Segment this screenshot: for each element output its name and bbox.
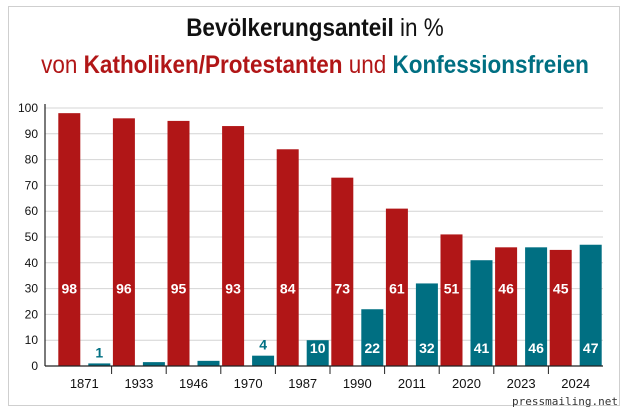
data-label: 93	[225, 281, 241, 297]
bar-katholiken-protestanten	[331, 177, 354, 366]
bar-katholiken-protestanten	[549, 249, 572, 366]
subtitle-von: von	[41, 51, 84, 79]
bar-katholiken-protestanten	[167, 120, 190, 367]
data-label: 46	[528, 340, 544, 356]
watermark: pressmailing.net	[512, 395, 618, 408]
bar-konfessionsfreien	[470, 260, 493, 366]
y-tick-label: 20	[25, 307, 39, 321]
data-label: 1	[95, 344, 103, 360]
bar-konfessionsfreien	[252, 355, 275, 366]
y-tick-label: 100	[18, 101, 38, 115]
bar-konfessionsfreien	[142, 362, 165, 366]
y-tick-label: 60	[25, 204, 39, 218]
chart-frame	[8, 6, 620, 406]
y-tick-label: 40	[25, 256, 39, 270]
data-label: 51	[444, 281, 460, 297]
legend-katholiken-protestanten: Katholiken/Protestanten	[83, 51, 343, 79]
data-label: 46	[498, 281, 514, 297]
data-label: 22	[365, 340, 381, 356]
data-label: 95	[171, 281, 187, 297]
data-label: 45	[553, 281, 569, 297]
y-tick-label: 70	[25, 178, 39, 192]
x-tick-label: 2024	[561, 376, 590, 391]
bar-konfessionsfreien	[306, 340, 329, 366]
bar-konfessionsfreien	[579, 244, 602, 366]
data-label: 4	[259, 337, 267, 353]
data-label: 41	[474, 340, 490, 356]
x-tick-label: 1970	[234, 376, 263, 391]
bar-katholiken-protestanten	[276, 149, 299, 366]
chart-title: Bevölkerungsanteil in %	[32, 14, 599, 43]
x-tick-label: 2020	[452, 376, 481, 391]
bar-konfessionsfreien	[415, 283, 438, 366]
y-tick-label: 30	[25, 282, 39, 296]
legend-konfessionsfreien: Konfessionsfreien	[392, 51, 589, 79]
x-tick-label: 1990	[343, 376, 372, 391]
y-tick-label: 0	[31, 359, 38, 373]
bar-katholiken-protestanten	[58, 113, 81, 366]
x-tick-label: 1871	[70, 376, 99, 391]
data-label: 61	[389, 281, 405, 297]
data-label: 73	[335, 281, 351, 297]
bar-konfessionsfreien	[88, 363, 111, 366]
title-main: Bevölkerungsanteil	[186, 14, 394, 42]
bar-katholiken-protestanten	[440, 234, 463, 366]
bar-konfessionsfreien	[197, 360, 220, 366]
y-tick-label: 80	[25, 153, 39, 167]
data-label: 32	[419, 340, 435, 356]
data-label: 84	[280, 281, 296, 297]
y-tick-label: 90	[25, 127, 39, 141]
bar-katholiken-protestanten	[385, 208, 408, 366]
data-label: 98	[62, 281, 78, 297]
bar-konfessionsfreien	[361, 309, 384, 366]
bar-katholiken-protestanten	[222, 126, 245, 366]
x-tick-label: 2023	[507, 376, 536, 391]
y-tick-label: 10	[25, 333, 39, 347]
bar-konfessionsfreien	[525, 247, 548, 366]
x-tick-label: 1933	[124, 376, 153, 391]
x-tick-label: 2011	[398, 376, 426, 391]
data-label: 47	[583, 340, 599, 356]
x-tick-label: 1946	[179, 376, 208, 391]
bars: 98 1 96 95 93 4 84 10 73 22 61 32 51 41 46 46 45 47	[58, 113, 602, 367]
subtitle-und: und	[342, 51, 393, 79]
title-unit: in %	[393, 14, 444, 42]
x-tick-label: 1987	[288, 376, 317, 391]
chart-subtitle: von Katholiken/Protestanten und Konfessi…	[32, 51, 599, 80]
bar-katholiken-protestanten	[112, 118, 135, 366]
bar-katholiken-protestanten	[495, 247, 518, 366]
y-tick-label: 50	[25, 230, 39, 244]
data-label: 10	[310, 340, 326, 356]
data-label: 96	[116, 281, 132, 297]
